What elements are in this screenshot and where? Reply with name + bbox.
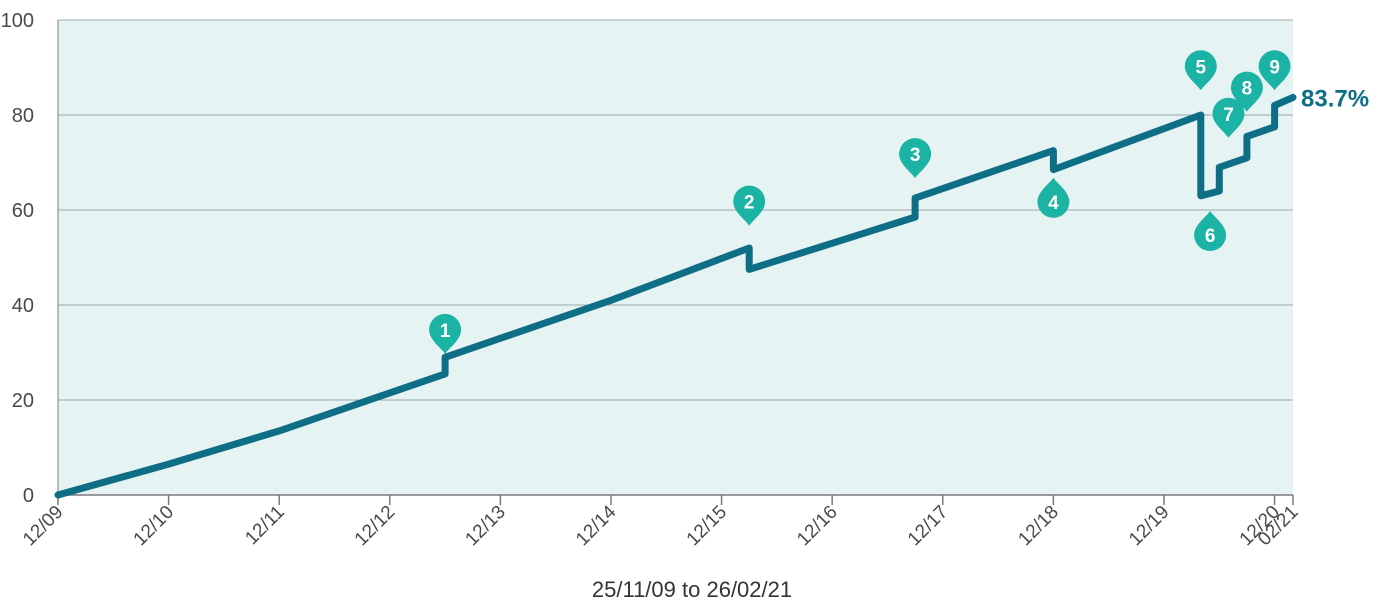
event-marker-label: 2 [744,193,755,214]
event-marker-1: 1 [429,313,462,354]
map-pin-icon [1194,211,1227,251]
event-marker-label: 9 [1269,57,1280,78]
x-tick-label: 12/16 [793,502,841,550]
event-marker-3: 3 [899,138,932,179]
map-pin-icon [429,313,462,354]
y-tick-label: 100 [1,10,34,32]
series-line [54,93,1297,499]
map-pin-icon [1230,71,1263,112]
x-tick-label: 12/17 [904,502,952,550]
event-marker-label: 4 [1048,193,1059,214]
x-tick-label: 12/10 [130,502,178,550]
map-pin-icon [899,138,932,179]
x-axis-ticks: 12/09 12/10 12/11 12/12 12/13 12/14 12/15 12/16… [19,495,1303,550]
event-marker-6: 6 [1194,211,1227,251]
event-marker-label: 5 [1196,57,1207,78]
x-tick-label: 12/11 [241,502,288,549]
map-pin-icon [1258,50,1291,91]
x-axis-label: 25/11/09 to 26/02/21 [592,577,792,602]
y-tick-label: 40 [12,295,34,317]
event-marker-7: 7 [1212,97,1245,138]
event-marker-5: 5 [1184,50,1217,91]
event-marker-label: 3 [910,145,921,166]
event-marker-label: 7 [1223,105,1234,126]
map-pin-icon [1212,97,1245,138]
x-tick-label: 12/14 [572,501,621,550]
map-pin-icon [1037,177,1070,218]
event-marker-label: 6 [1205,226,1216,247]
y-tick-label: 20 [12,390,34,412]
y-tick-label: 80 [12,105,34,127]
map-pin-icon [733,185,766,226]
x-tick-label: 12/13 [461,502,509,550]
map-pin-icon [1184,50,1217,91]
end-value-label: 83.7% [1301,85,1369,112]
event-markers: 1 2 3 4 5 6 789 [429,50,1291,354]
plot-background [58,20,1293,495]
event-marker-label: 1 [440,321,451,342]
x-tick-label: 12/12 [351,502,399,550]
event-marker-label: 8 [1242,79,1253,100]
y-tick-label: 0 [23,485,34,507]
event-marker-9: 9 [1258,50,1291,91]
event-marker-2: 2 [733,185,766,226]
x-tick-label: 12/19 [1125,502,1173,550]
event-marker-4: 4 [1037,177,1070,218]
event-marker-8: 8 [1230,71,1263,112]
x-axis [57,20,1293,496]
x-tick-label: 12/09 [19,502,67,550]
y-axis-ticks: 0 20 40 60 80 100 [1,10,34,507]
y-tick-label: 60 [12,200,34,222]
x-tick-label: 12/18 [1014,502,1062,550]
grid-lines [58,19,1293,401]
x-tick-label: 12/15 [683,502,731,550]
